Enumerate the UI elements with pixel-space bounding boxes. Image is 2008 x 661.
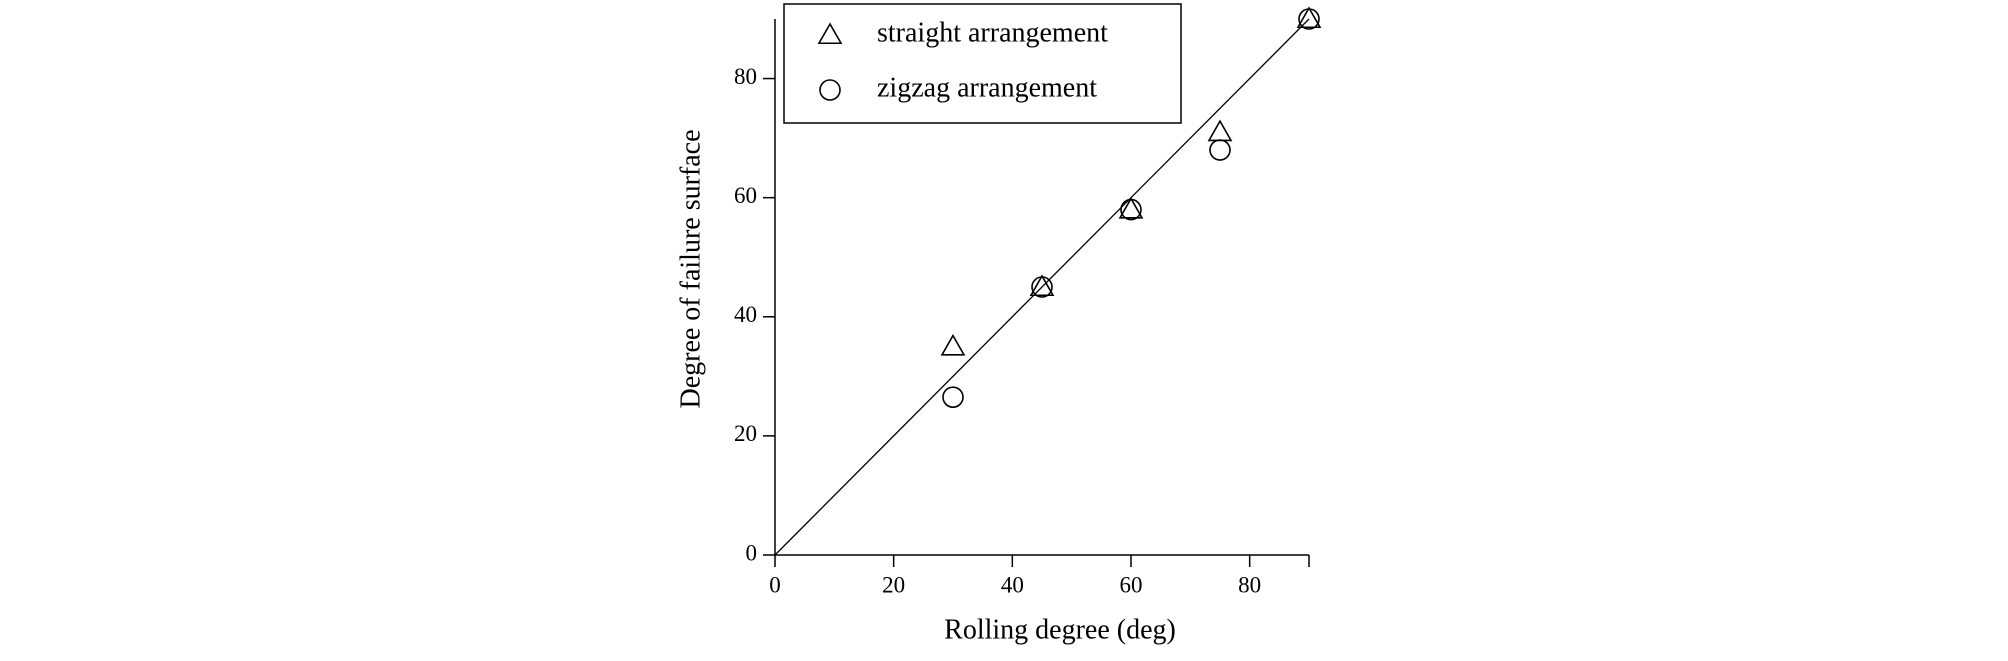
triangle-marker (1207, 119, 1233, 142)
circle-marker (1298, 8, 1320, 30)
x-tick-label: 0 (769, 572, 781, 597)
triangle-marker (1029, 274, 1055, 297)
legend-box (783, 3, 1182, 124)
triangle-marker (817, 22, 843, 45)
circle-marker (1120, 198, 1142, 221)
y-tick-label: 40 (734, 302, 757, 327)
triangle-marker (940, 333, 966, 356)
y-tick-label: 80 (734, 64, 757, 89)
x-axis-label: Rolling degree (deg) (944, 614, 1176, 645)
circle-marker (1031, 276, 1053, 298)
x-tick-label: 20 (882, 572, 905, 597)
circle-marker (1209, 139, 1231, 161)
legend-label: straight arrangement (877, 17, 1108, 48)
triangle-marker (1296, 6, 1322, 29)
y-axis-label: Degree of failure surface (675, 129, 706, 408)
circle-marker (942, 386, 964, 408)
triangle-marker (1118, 196, 1144, 219)
y-tick-label: 20 (734, 421, 757, 446)
x-tick-label: 40 (1001, 572, 1024, 597)
reference-line (774, 18, 1310, 556)
circle-marker (819, 79, 841, 101)
legend-label: zigzag arrangement (877, 72, 1097, 103)
x-tick-label: 80 (1238, 572, 1261, 597)
y-tick-label: 60 (734, 183, 757, 208)
y-tick-label: 0 (746, 540, 758, 565)
x-tick-label: 60 (1120, 572, 1143, 597)
